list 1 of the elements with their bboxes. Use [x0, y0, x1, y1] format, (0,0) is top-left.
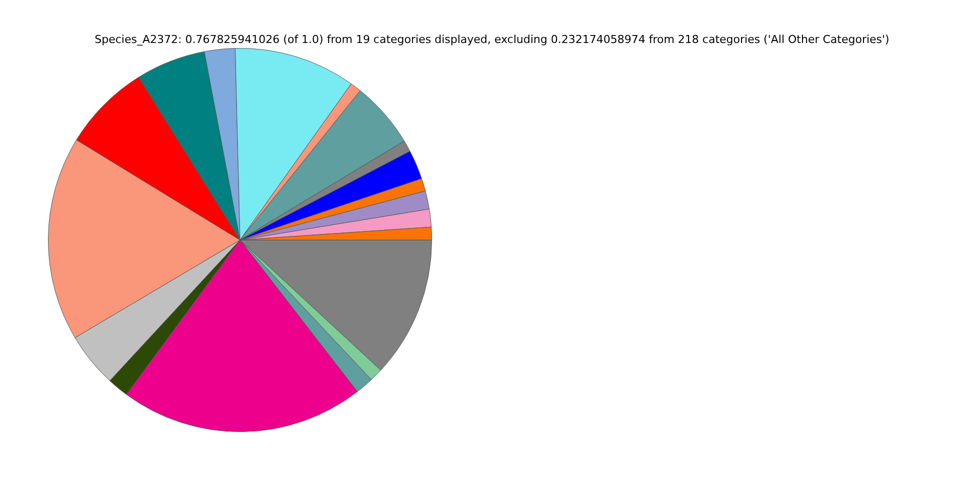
text: Species_A2372: 0.767825941026 (of 1.0) from 19 categories displayed, excluding 0.232174058974 from 218 categories ('All Other Categories') — [94, 33, 890, 46]
